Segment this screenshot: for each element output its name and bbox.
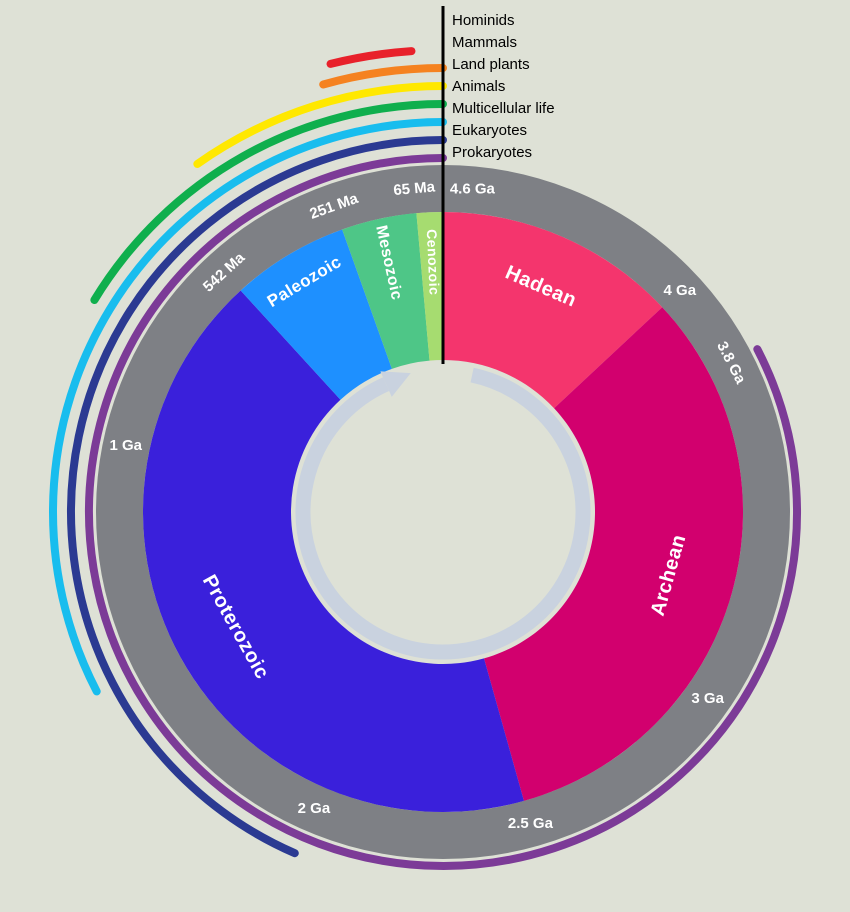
era-wedge-mesozoic	[342, 213, 430, 369]
time-marker-4-6-ga: 4.6 Ga	[450, 180, 496, 197]
era-wedge-archean	[484, 307, 744, 801]
clockwise-arrow-head	[380, 371, 411, 397]
era-wedge-cenozoic	[416, 212, 443, 361]
time-marker-2-5-ga: 2.5 Ga	[508, 815, 554, 832]
legend-label-multicellular-life: Multicellular life	[452, 100, 555, 117]
lineage-arc-mammals	[319, 64, 447, 89]
era-label-cenozoic: Cenozoic	[424, 229, 443, 296]
lineage-arc-land-plants	[193, 82, 447, 168]
time-marker-65-ma: 65 Ma	[393, 178, 437, 199]
lineage-arc-eukaryotes	[67, 136, 447, 858]
time-marker-4-ga: 4 Ga	[664, 282, 697, 299]
era-wedge-hadean	[443, 212, 663, 409]
legend-label-eukaryotes: Eukaryotes	[452, 122, 527, 139]
time-marker-1-ga: 1 Ga	[110, 437, 143, 454]
time-marker-2-ga: 2 Ga	[298, 800, 331, 817]
legend-label-mammals: Mammals	[452, 34, 517, 51]
lineage-arc-animals	[90, 100, 447, 305]
era-wedge-paleozoic	[240, 229, 392, 400]
legend-label-hominids: Hominids	[452, 12, 515, 29]
clockwise-arrow-arc	[295, 367, 591, 660]
lineage-arc-multicellular-life	[49, 118, 447, 696]
era-wedge-proterozoic	[142, 290, 524, 813]
legend-label-prokaryotes: Prokaryotes	[452, 144, 532, 161]
legend-label-animals: Animals	[452, 78, 505, 95]
legend-label-land-plants: Land plants	[452, 56, 530, 73]
lineage-arc-hominids	[326, 47, 416, 68]
time-marker-3-ga: 3 Ga	[691, 690, 724, 707]
lineage-arc-prokaryotes	[85, 154, 801, 870]
